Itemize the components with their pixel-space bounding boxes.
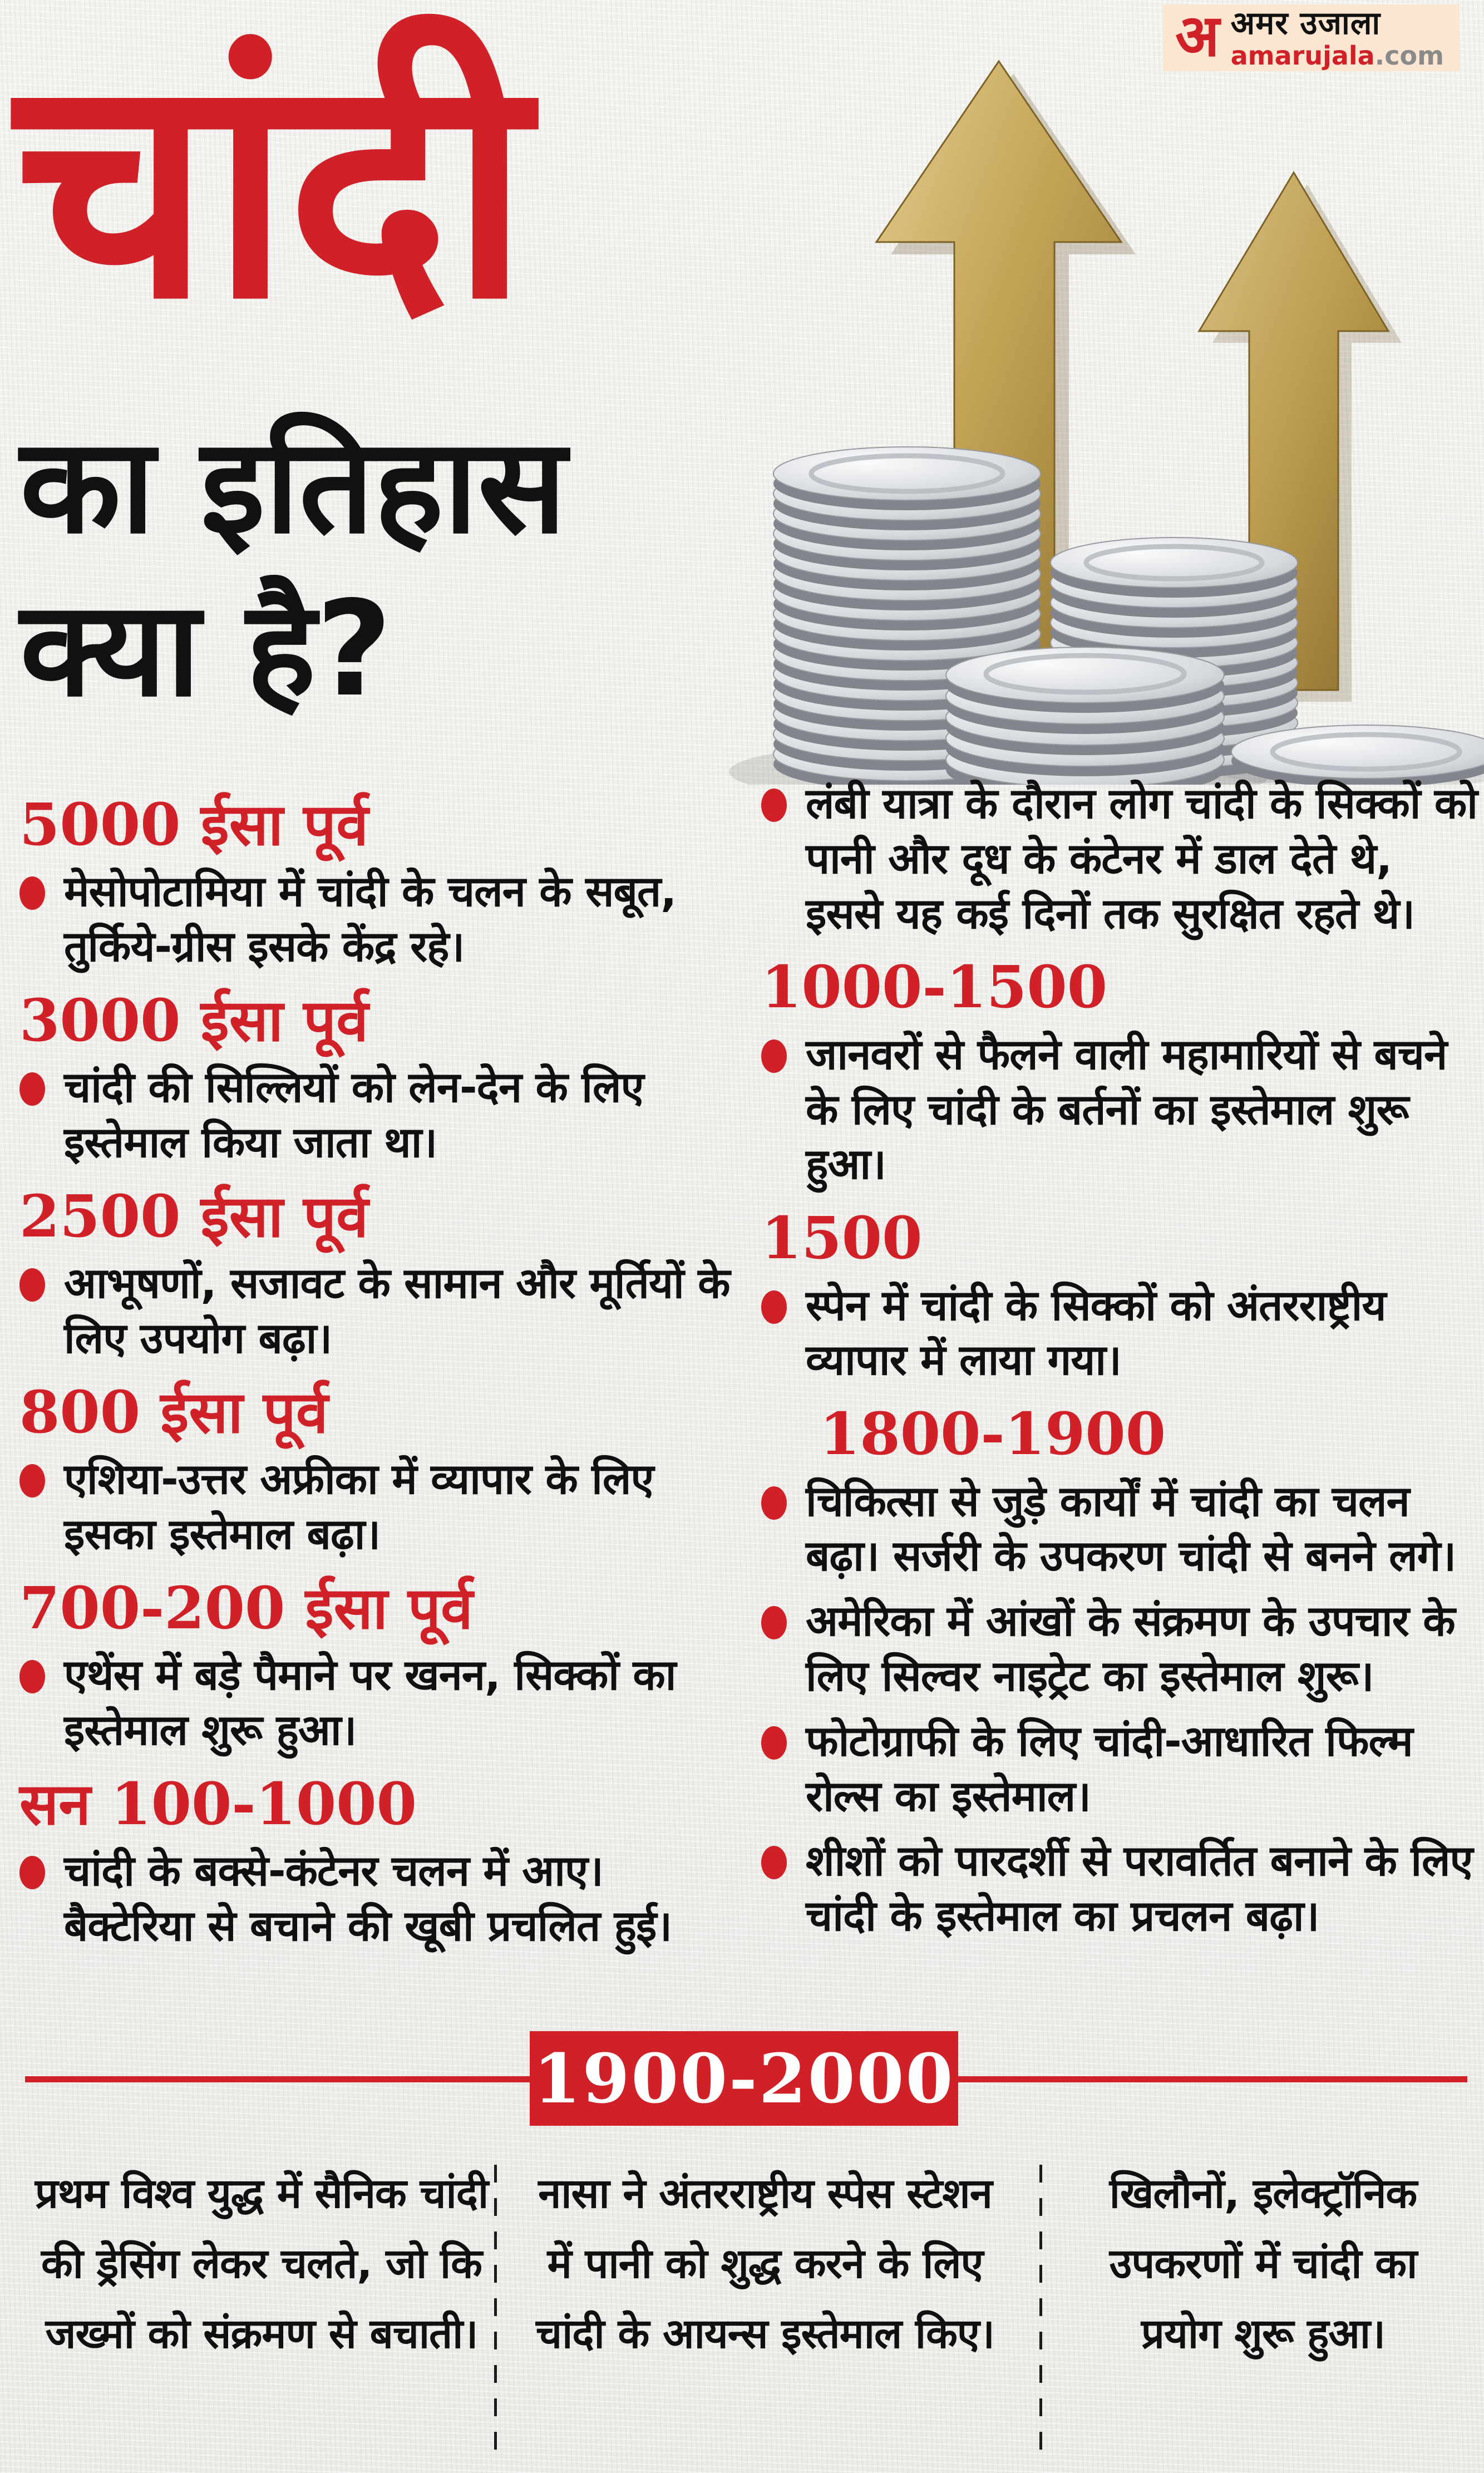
bullet-icon (761, 1039, 787, 1073)
period-heading: 1800-1900 (820, 1400, 1166, 1469)
right-entry-2: 1000-1500 जानवरों से फैलने वाली महामारियो… (761, 941, 1480, 1192)
logo-hindi-text: अमर उजाला (1230, 4, 1381, 42)
timeline-point: चिकित्सा से जुड़े कार्यों में चांदी का च… (761, 1474, 1480, 1584)
bullet-icon (761, 1846, 787, 1880)
timeline-point: मेसोपोटामिया में चांदी के चलन के सबूत, त… (19, 864, 743, 974)
era-banner: 1900-2000 (530, 2031, 958, 2126)
left-entry-1: 5000 ईसा पूर्व मेसोपोटामिया में चांदी के … (19, 790, 743, 974)
logo-url-text: amarujala.com (1231, 43, 1444, 68)
period-heading: 800 ईसा पूर्व (19, 1377, 328, 1446)
period-heading: 700-200 ईसा पूर्व (19, 1573, 473, 1642)
period-heading: 1000-1500 (761, 953, 1108, 1022)
right-entry-4: 1800-1900 चिकित्सा से जुड़े कार्यों में च… (761, 1388, 1480, 1944)
timeline-point: फोटोग्राफी के लिए चांदी-आधारित फिल्म रोल… (761, 1714, 1480, 1824)
timeline-column-right: लंबी यात्रा के दौरान लोग चांदी के सिक्को… (761, 776, 1480, 1944)
point-text: चांदी के बक्से-कंटेनर चलन में आए। बैक्टे… (64, 1846, 672, 1951)
period-heading: 2500 ईसा पूर्व (19, 1181, 369, 1250)
bullet-icon (761, 1606, 787, 1640)
left-entry-5: 700-200 ईसा पूर्व एथेंस में बड़े पैमाने प… (19, 1562, 743, 1758)
left-entry-6: सन 100-1000 चांदी के बक्से-कंटेनर चलन में… (19, 1758, 743, 1954)
timeline-point: लंबी यात्रा के दौरान लोग चांदी के सिक्को… (761, 776, 1480, 941)
coin-flat (1231, 725, 1484, 785)
dashed-divider (494, 2165, 497, 2465)
timeline-column-left: 5000 ईसा पूर्व मेसोपोटामिया में चांदी के … (19, 790, 743, 1954)
point-text: फोटोग्राफी के लिए चांदी-आधारित फिल्म रोल… (806, 1716, 1413, 1821)
point-text: शीशों को पारदर्शी से परावर्तित बनाने के … (806, 1836, 1473, 1941)
bullet-icon (761, 1290, 787, 1324)
left-entry-2: 3000 ईसा पूर्व चांदी की सिल्लियों को लेन-… (19, 974, 743, 1170)
logo-tld: .com (1374, 40, 1444, 71)
timeline-point: अमेरिका में आंखों के संक्रमण के उपचार के… (761, 1594, 1480, 1704)
period-heading: सन 100-1000 (19, 1769, 417, 1838)
period-heading: 5000 ईसा पूर्व (19, 790, 369, 859)
bullet-icon (19, 1464, 45, 1498)
bullet-icon (19, 1856, 45, 1890)
page-title: चांदी (16, 9, 530, 367)
point-text: चिकित्सा से जुड़े कार्यों में चांदी का च… (806, 1476, 1456, 1581)
left-entry-4: 800 ईसा पूर्व एशिया-उत्तर अफ्रीका में व्य… (19, 1366, 743, 1562)
point-text: एशिया-उत्तर अफ्रीका में व्यापार के लिए इ… (64, 1454, 654, 1559)
era-item-world-war: प्रथम विश्व युद्ध में सैनिक चांदी की ड्र… (34, 2170, 489, 2358)
point-text: मेसोपोटामिया में चांदी के चलन के सबूत, त… (64, 866, 677, 972)
point-text: चांदी की सिल्लियों को लेन-देन के लिए इस्… (64, 1062, 644, 1167)
coins-and-arrows-illustration (729, 60, 1484, 785)
amar-ujala-logo: अ अमर उजाला amarujala.com (1163, 4, 1460, 71)
timeline-point: आभूषणों, सजावट के सामान और मूर्तियों के … (19, 1256, 743, 1366)
dashed-divider (1039, 2165, 1042, 2465)
period-heading: 1500 (761, 1204, 923, 1273)
timeline-point: एशिया-उत्तर अफ्रीका में व्यापार के लिए इ… (19, 1452, 743, 1562)
era-banner-label: 1900-2000 (533, 2038, 955, 2119)
page-subtitle: का इतिहास क्या है? (20, 410, 567, 726)
right-entry-3: 1500 स्पेन में चांदी के सिक्कों को अंतररा… (761, 1192, 1480, 1388)
logo-domain: amarujala (1230, 40, 1375, 71)
point-text: आभूषणों, सजावट के सामान और मूर्तियों के … (64, 1258, 730, 1363)
bullet-icon (19, 1660, 45, 1694)
bullet-icon (761, 789, 787, 822)
timeline-point: शीशों को पारदर्शी से परावर्तित बनाने के … (761, 1834, 1480, 1944)
period-heading: 3000 ईसा पूर्व (19, 986, 369, 1055)
point-text: अमेरिका में आंखों के संक्रमण के उपचार के… (806, 1596, 1456, 1701)
timeline-point: चांदी की सिल्लियों को लेन-देन के लिए इस्… (19, 1060, 743, 1170)
logo-mark-icon: अ (1175, 2, 1220, 70)
coin-stack-left (773, 446, 1041, 785)
coin-stack-front (945, 647, 1225, 785)
point-text: एथेंस में बड़े पैमाने पर खनन, सिक्कों का… (64, 1650, 676, 1755)
bullet-icon (761, 1486, 787, 1520)
era-item-toys-electronics: खिलौनों, इलेक्ट्रॉनिक उपकरणों में चांदी … (1109, 2170, 1418, 2358)
point-text: स्पेन में चांदी के सिक्कों को अंतरराष्ट्… (806, 1280, 1386, 1385)
left-entry-3: 2500 ईसा पूर्व आभूषणों, सजावट के सामान और… (19, 1170, 743, 1366)
bullet-icon (19, 1268, 45, 1302)
right-entry-1: लंबी यात्रा के दौरान लोग चांदी के सिक्को… (761, 776, 1480, 941)
bullet-icon (19, 876, 45, 910)
bullet-icon (761, 1726, 787, 1760)
timeline-point: स्पेन में चांदी के सिक्कों को अंतरराष्ट्… (761, 1278, 1480, 1388)
timeline-point: एथेंस में बड़े पैमाने पर खनन, सिक्कों का… (19, 1648, 743, 1758)
timeline-point: चांदी के बक्से-कंटेनर चलन में आए। बैक्टे… (19, 1844, 743, 1954)
timeline-point: जानवरों से फैलने वाली महामारियों से बचने… (761, 1027, 1480, 1192)
bullet-icon (19, 1072, 45, 1106)
era-item-nasa: नासा ने अंतरराष्ट्रीय स्पेस स्टेशन में प… (536, 2170, 995, 2358)
coin-stack-middle (1050, 537, 1298, 779)
point-text: जानवरों से फैलने वाली महामारियों से बचने… (806, 1029, 1447, 1189)
point-text: लंबी यात्रा के दौरान लोग चांदी के सिक्को… (806, 779, 1478, 938)
